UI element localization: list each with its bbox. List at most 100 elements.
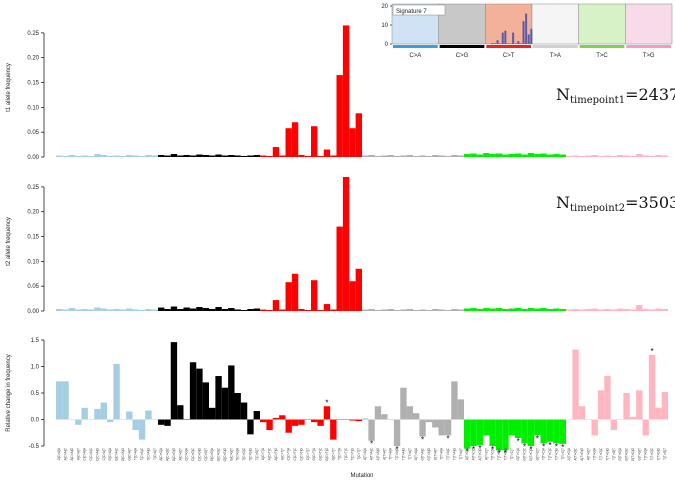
bar-T-A-9 xyxy=(419,155,426,157)
y-tick-label: 0.20 xyxy=(27,210,39,216)
x-tick-label: G[C>A]G xyxy=(121,447,125,461)
panel-3: -0.5 0.0 0.5 1.0 1.5 Relative change in frequ… xyxy=(6,338,668,479)
x-tick-label: G[T>G]A xyxy=(618,447,622,461)
x-tick-label: G[C>G]A xyxy=(210,447,214,461)
x-tick-label: T[C>T]T xyxy=(357,448,361,460)
bar-C-T-8 xyxy=(311,419,318,423)
x-tick-label: T[T>C]C xyxy=(548,447,552,460)
bar-C-A-3 xyxy=(75,156,82,157)
x-tick-label: G[T>C]A xyxy=(516,447,520,460)
bar-C-G-5 xyxy=(189,308,197,311)
bar-T-G-4 xyxy=(591,155,598,157)
inset-y-tick-label: 10 xyxy=(381,23,388,29)
bar-C-T-3 xyxy=(279,415,286,420)
bar-C-G-2 xyxy=(170,154,178,157)
bar-C-T-15 xyxy=(355,419,362,422)
bar-C-G-15 xyxy=(253,411,260,420)
bar-T-A-14 xyxy=(451,309,458,311)
bar-T-G-13 xyxy=(648,156,656,157)
x-tick-label: G[T>G]T xyxy=(637,448,641,461)
bar-C-G-4 xyxy=(183,307,190,311)
x-tick-label: G[C>T]T xyxy=(331,448,335,460)
bar-C-A-13 xyxy=(138,156,146,157)
x-tick-label: G[T>C]T xyxy=(535,448,539,460)
significance-star: * xyxy=(651,347,654,356)
inset-segment-bg xyxy=(531,3,579,45)
bar-C-A-3 xyxy=(75,309,82,311)
bar-C-T-9 xyxy=(317,310,324,311)
bar-T-A-6 xyxy=(400,387,407,420)
y-tick-label: 0.10 xyxy=(27,105,39,111)
x-tick-label: T[T>C]A xyxy=(542,447,546,460)
bar-T-G-5 xyxy=(597,309,605,311)
bar-T-C-2 xyxy=(476,309,484,311)
bar-C-A-2 xyxy=(68,308,76,311)
bar-C-T-4 xyxy=(285,282,292,311)
bar-T-G-10 xyxy=(629,156,637,157)
bar-T-G-8 xyxy=(617,308,624,311)
significance-star: * xyxy=(555,442,558,451)
bar-T-A-2 xyxy=(374,406,382,420)
x-tick-label: A[T>A]A xyxy=(363,447,367,460)
bar-T-G-4 xyxy=(591,419,598,436)
y-axis-label: t2 allele frequency xyxy=(6,217,12,266)
significance-star: * xyxy=(472,445,475,454)
inset-segment-bg xyxy=(625,3,673,45)
bar-T-G-1 xyxy=(572,155,579,157)
x-tick-label: A[T>G]T xyxy=(586,448,590,460)
bar-C-A-1 xyxy=(62,381,69,420)
bar-T-A-15 xyxy=(457,155,464,157)
bar-C-G-10 xyxy=(221,155,229,157)
bar-C-A-6 xyxy=(94,154,101,157)
bar-T-G-1 xyxy=(572,349,579,420)
x-tick-label: T[T>A]A xyxy=(440,447,444,460)
bar-C-G-9 xyxy=(215,307,222,311)
x-tick-label: A[C>A]C xyxy=(64,447,68,460)
x-tick-label: T[T>G]T xyxy=(612,448,616,460)
bar-C-A-8 xyxy=(107,309,114,311)
bar-C-A-0 xyxy=(56,155,63,157)
x-tick-label: G[C>G]C xyxy=(217,447,221,461)
x-tick-label: C[C>T]T xyxy=(306,448,310,460)
y-tick-label: 0.5 xyxy=(31,391,40,397)
bar-C-T-13 xyxy=(342,25,350,158)
bar-T-C-5 xyxy=(495,153,503,157)
x-tick-label: A[T>C]G xyxy=(478,447,482,460)
x-tick-label: C[C>G]C xyxy=(191,447,195,461)
bar-T-C-13 xyxy=(546,419,554,442)
x-tick-label: T[T>G]T xyxy=(663,448,667,460)
bar-C-G-8 xyxy=(209,155,216,157)
x-tick-label: A[C>T]T xyxy=(280,448,284,460)
bar-T-C-0 xyxy=(464,154,471,157)
bar-T-G-12 xyxy=(642,155,649,157)
bar-C-T-6 xyxy=(298,419,305,425)
bar-C-G-15 xyxy=(253,308,260,311)
bar-T-C-7 xyxy=(508,419,515,436)
significance-star: * xyxy=(498,449,501,458)
bar-T-C-12 xyxy=(540,419,547,444)
x-tick-label: T[T>A]C xyxy=(446,447,450,460)
bar-C-T-0 xyxy=(260,155,267,157)
bar-C-A-14 xyxy=(145,410,152,420)
bar-T-G-2 xyxy=(578,406,586,420)
bar-C-G-8 xyxy=(209,407,216,420)
bar-T-A-0 xyxy=(362,155,369,157)
bar-T-A-6 xyxy=(400,155,407,157)
inset-category-label: C>T xyxy=(503,53,515,59)
bar-C-G-9 xyxy=(215,376,222,420)
bar-C-T-6 xyxy=(298,309,305,311)
significance-star: * xyxy=(396,445,399,454)
x-tick-label: G[C>T]G xyxy=(325,447,329,460)
y-tick-label: -0.5 xyxy=(29,444,40,450)
x-tick-label: T[T>A]G xyxy=(452,447,456,460)
y-tick-label: 0.0 xyxy=(31,418,40,424)
inset-bar xyxy=(491,43,494,44)
bar-C-G-10 xyxy=(221,309,229,311)
bar-C-G-6 xyxy=(196,307,203,311)
significance-star: * xyxy=(536,434,539,443)
x-tick-label: T[T>A]A xyxy=(389,447,393,460)
bar-T-C-10 xyxy=(527,308,535,311)
bar-C-A-6 xyxy=(94,408,101,420)
bar-T-G-6 xyxy=(604,309,611,311)
bar-C-G-3 xyxy=(177,405,184,420)
